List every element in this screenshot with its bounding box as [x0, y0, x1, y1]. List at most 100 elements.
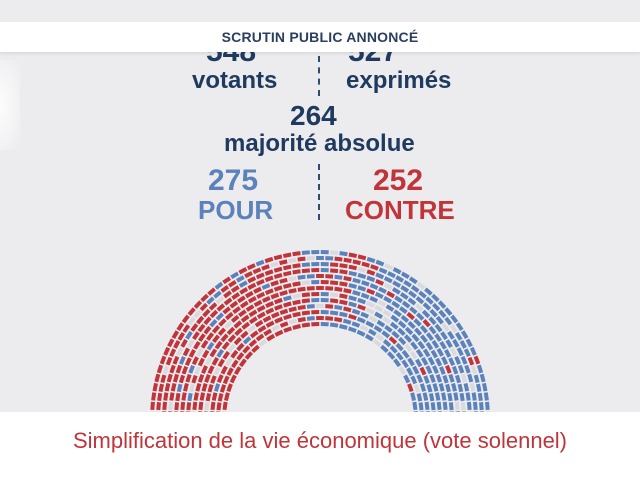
seat: [301, 310, 311, 316]
seat: [204, 402, 210, 411]
seat: [223, 290, 232, 299]
seat: [240, 314, 250, 323]
seat: [258, 338, 268, 347]
seat: [409, 306, 418, 315]
seat: [469, 346, 477, 356]
seat: [190, 323, 199, 332]
seat: [436, 347, 444, 357]
seat: [376, 319, 386, 328]
seat: [407, 357, 415, 367]
seat: [385, 304, 395, 312]
seat: [236, 342, 245, 352]
seat: [377, 299, 387, 308]
seat: [339, 299, 348, 306]
seat: [421, 309, 431, 319]
seat: [213, 290, 222, 299]
seat: [348, 295, 357, 302]
seat: [360, 292, 370, 300]
seat: [301, 250, 310, 255]
seat: [273, 297, 283, 305]
seat: [419, 383, 427, 392]
seat: [423, 375, 430, 384]
seat: [228, 279, 237, 288]
seat: [264, 288, 274, 295]
seat: [415, 348, 424, 358]
seat: [479, 402, 484, 411]
seat: [187, 307, 196, 316]
seat: [186, 402, 192, 411]
seat: [395, 342, 404, 352]
seat: [254, 319, 264, 328]
seat: [249, 330, 259, 339]
seat: [273, 254, 283, 261]
seat: [306, 304, 315, 309]
seat: [455, 322, 464, 332]
seat: [221, 341, 230, 351]
seat: [209, 309, 219, 319]
seat: [339, 269, 348, 275]
seat: [220, 333, 229, 343]
seat: [476, 364, 484, 374]
seat: [375, 272, 385, 280]
seat: [416, 374, 424, 384]
seat: [301, 292, 311, 298]
seat: [192, 331, 200, 341]
seat: [357, 272, 367, 280]
seat: [460, 402, 466, 411]
seat: [270, 280, 279, 287]
seat: [183, 382, 189, 392]
seat: [419, 366, 427, 376]
seat: [288, 318, 298, 325]
seat: [397, 327, 406, 337]
seat: [348, 283, 358, 289]
seat: [282, 264, 292, 271]
seat: [439, 366, 446, 375]
seat: [434, 392, 441, 401]
contre-label: CONTRE: [345, 195, 455, 225]
seat: [330, 250, 339, 255]
seat: [195, 383, 202, 392]
seat: [425, 332, 434, 341]
seat: [185, 373, 192, 383]
seat: [283, 295, 292, 302]
seat: [224, 320, 233, 330]
seat: [169, 392, 175, 401]
seat: [226, 383, 233, 393]
seat: [429, 374, 436, 383]
seat: [206, 296, 215, 305]
seat: [282, 270, 292, 277]
seat: [451, 382, 457, 392]
seat: [200, 293, 209, 303]
seat: [366, 288, 376, 295]
seat: [165, 356, 173, 366]
seat: [178, 355, 186, 365]
seat: [454, 355, 462, 365]
seat: [477, 392, 483, 402]
seat: [223, 297, 233, 306]
seat: [389, 345, 398, 354]
seat: [453, 392, 459, 401]
seat: [415, 358, 423, 368]
seat: [270, 292, 280, 300]
seat: [191, 374, 198, 384]
seat: [406, 367, 414, 376]
seat: [181, 392, 187, 401]
votants-value: 548: [206, 52, 256, 67]
seat: [191, 356, 199, 366]
seat: [422, 392, 429, 401]
seat: [382, 316, 392, 325]
seat: [393, 358, 402, 368]
seat: [330, 262, 339, 268]
seat: [329, 298, 339, 304]
seat: [339, 251, 348, 257]
seat: [182, 347, 190, 357]
seat: [374, 291, 384, 299]
seat: [163, 346, 171, 356]
seat: [198, 333, 206, 342]
seat: [460, 330, 469, 340]
seat: [244, 271, 253, 279]
vote-title: Simplification de la vie économique (vot…: [72, 428, 568, 453]
seat: [460, 355, 468, 365]
seat: [392, 280, 402, 288]
seat: [174, 402, 180, 411]
